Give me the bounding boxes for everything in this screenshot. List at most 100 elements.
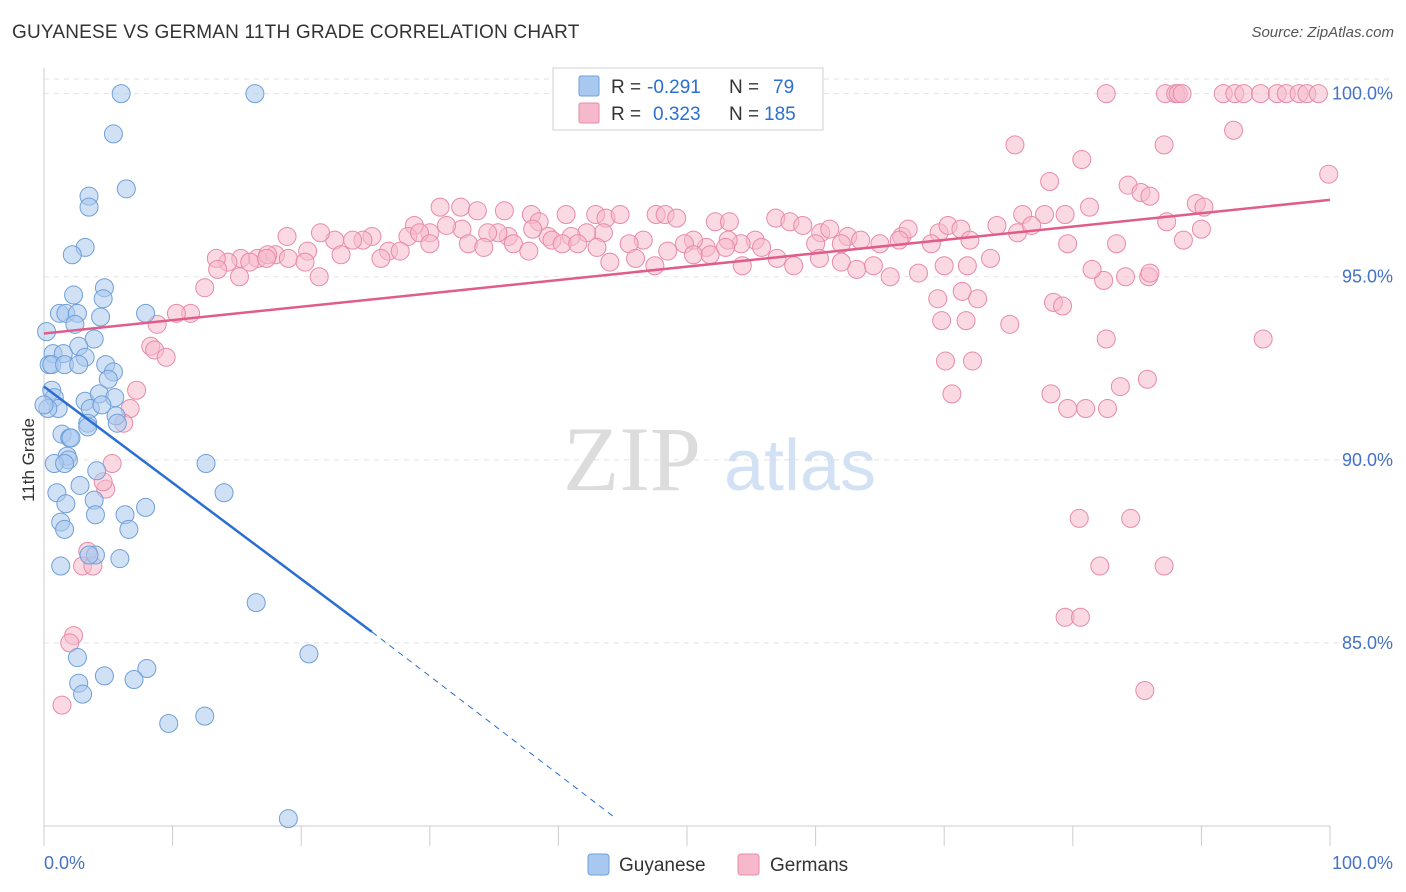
guyanese-trend-line	[43, 385, 373, 633]
guyanese-point	[55, 519, 75, 539]
stats-legend: R = -0.291 N = 79 R = 0.323 N = 185	[552, 67, 824, 131]
germans-point	[952, 281, 972, 301]
watermark: ZIP atlas	[563, 408, 876, 510]
germans-point	[371, 248, 391, 268]
guyanese-point	[137, 659, 157, 679]
germans-point	[600, 252, 620, 272]
germans-point	[793, 215, 813, 235]
germans-point	[1116, 267, 1136, 287]
germans-point	[1072, 150, 1092, 170]
germans-point	[1154, 135, 1174, 155]
guyanese-point	[103, 124, 123, 144]
germans-point	[1094, 270, 1114, 290]
germans-point	[458, 234, 478, 254]
germans-point	[820, 219, 840, 239]
germans-point	[523, 219, 543, 239]
watermark-atlas: atlas	[724, 426, 876, 506]
germans-point	[568, 234, 588, 254]
germans-point	[1090, 556, 1110, 576]
legend-guyanese-label: Guyanese	[619, 855, 706, 876]
germans-point	[831, 252, 851, 272]
germans-point	[310, 223, 330, 243]
guyanese-point	[56, 494, 76, 514]
germans-point	[147, 314, 167, 334]
germans-point	[240, 252, 260, 272]
guyanese-point	[93, 289, 113, 309]
guyanese-point	[79, 545, 99, 565]
germans-point	[1071, 607, 1091, 627]
germans-point	[1253, 329, 1273, 349]
y-tick-label: 85.0%	[1342, 633, 1393, 653]
guyanese-point	[87, 461, 107, 481]
germans-point	[1000, 314, 1020, 334]
germans-trend-line	[43, 198, 1331, 335]
guyanese-n-label: N =	[729, 77, 759, 98]
germans-point	[1121, 508, 1141, 528]
germans-n-label: N =	[729, 104, 759, 125]
germans-point	[229, 267, 249, 287]
guyanese-point	[79, 197, 99, 217]
y-tick-label: 90.0%	[1342, 450, 1393, 470]
germans-point	[52, 695, 72, 715]
guyanese-point	[196, 453, 216, 473]
germans-point	[1096, 84, 1116, 104]
germans-point	[956, 311, 976, 331]
germans-point	[278, 248, 298, 268]
y-tick-label: 95.0%	[1342, 267, 1393, 287]
germans-point	[1058, 399, 1078, 419]
germans-point	[1053, 296, 1073, 316]
guyanese-point	[214, 483, 234, 503]
guyanese-point	[299, 644, 319, 664]
guyanese-point	[55, 453, 75, 473]
watermark-zip: ZIP	[563, 408, 701, 510]
guyanese-point	[159, 713, 179, 733]
germans-point	[1107, 234, 1127, 254]
germans-point	[1140, 186, 1160, 206]
guyanese-point	[195, 706, 215, 726]
guyanese-point	[64, 285, 84, 305]
germans-point	[156, 347, 176, 367]
germans-point	[980, 248, 1000, 268]
germans-point	[1135, 681, 1155, 701]
guyanese-point	[73, 684, 93, 704]
germans-point	[1191, 219, 1211, 239]
germans-points	[52, 84, 1339, 715]
germans-point	[1251, 84, 1271, 104]
germans-point	[1080, 197, 1100, 217]
guyanese-r-label: R =	[611, 77, 641, 98]
germans-n-value: 185	[764, 104, 796, 125]
guyanese-n-value: 79	[773, 77, 794, 98]
germans-point	[556, 204, 576, 224]
guyanese-point	[69, 355, 89, 375]
germans-point	[295, 252, 315, 272]
guyanese-point	[110, 549, 130, 569]
germans-point	[519, 241, 539, 261]
germans-point	[960, 230, 980, 250]
germans-point	[908, 263, 928, 283]
germans-point	[934, 256, 954, 276]
germans-point	[719, 212, 739, 232]
germans-r-label: R =	[611, 104, 641, 125]
germans-point	[935, 351, 955, 371]
guyanese-point	[70, 475, 90, 495]
guyanese-point	[107, 413, 127, 433]
x-tick-label-min: 0.0%	[44, 853, 85, 873]
germans-point	[610, 204, 630, 224]
germans-swatch	[578, 102, 600, 124]
germans-point	[870, 234, 890, 254]
germans-point	[1172, 84, 1192, 104]
germans-point	[309, 267, 329, 287]
germans-point	[256, 248, 276, 268]
germans-point	[127, 380, 147, 400]
guyanese-point	[124, 670, 144, 690]
germans-point	[474, 237, 494, 257]
germans-point	[1055, 204, 1075, 224]
germans-point	[928, 289, 948, 309]
germans-point	[645, 256, 665, 276]
germans-point	[1319, 164, 1339, 184]
germans-point	[587, 237, 607, 257]
germans-point	[626, 248, 646, 268]
germans-point	[1234, 84, 1254, 104]
germans-point	[208, 259, 228, 279]
germans-point	[863, 256, 883, 276]
